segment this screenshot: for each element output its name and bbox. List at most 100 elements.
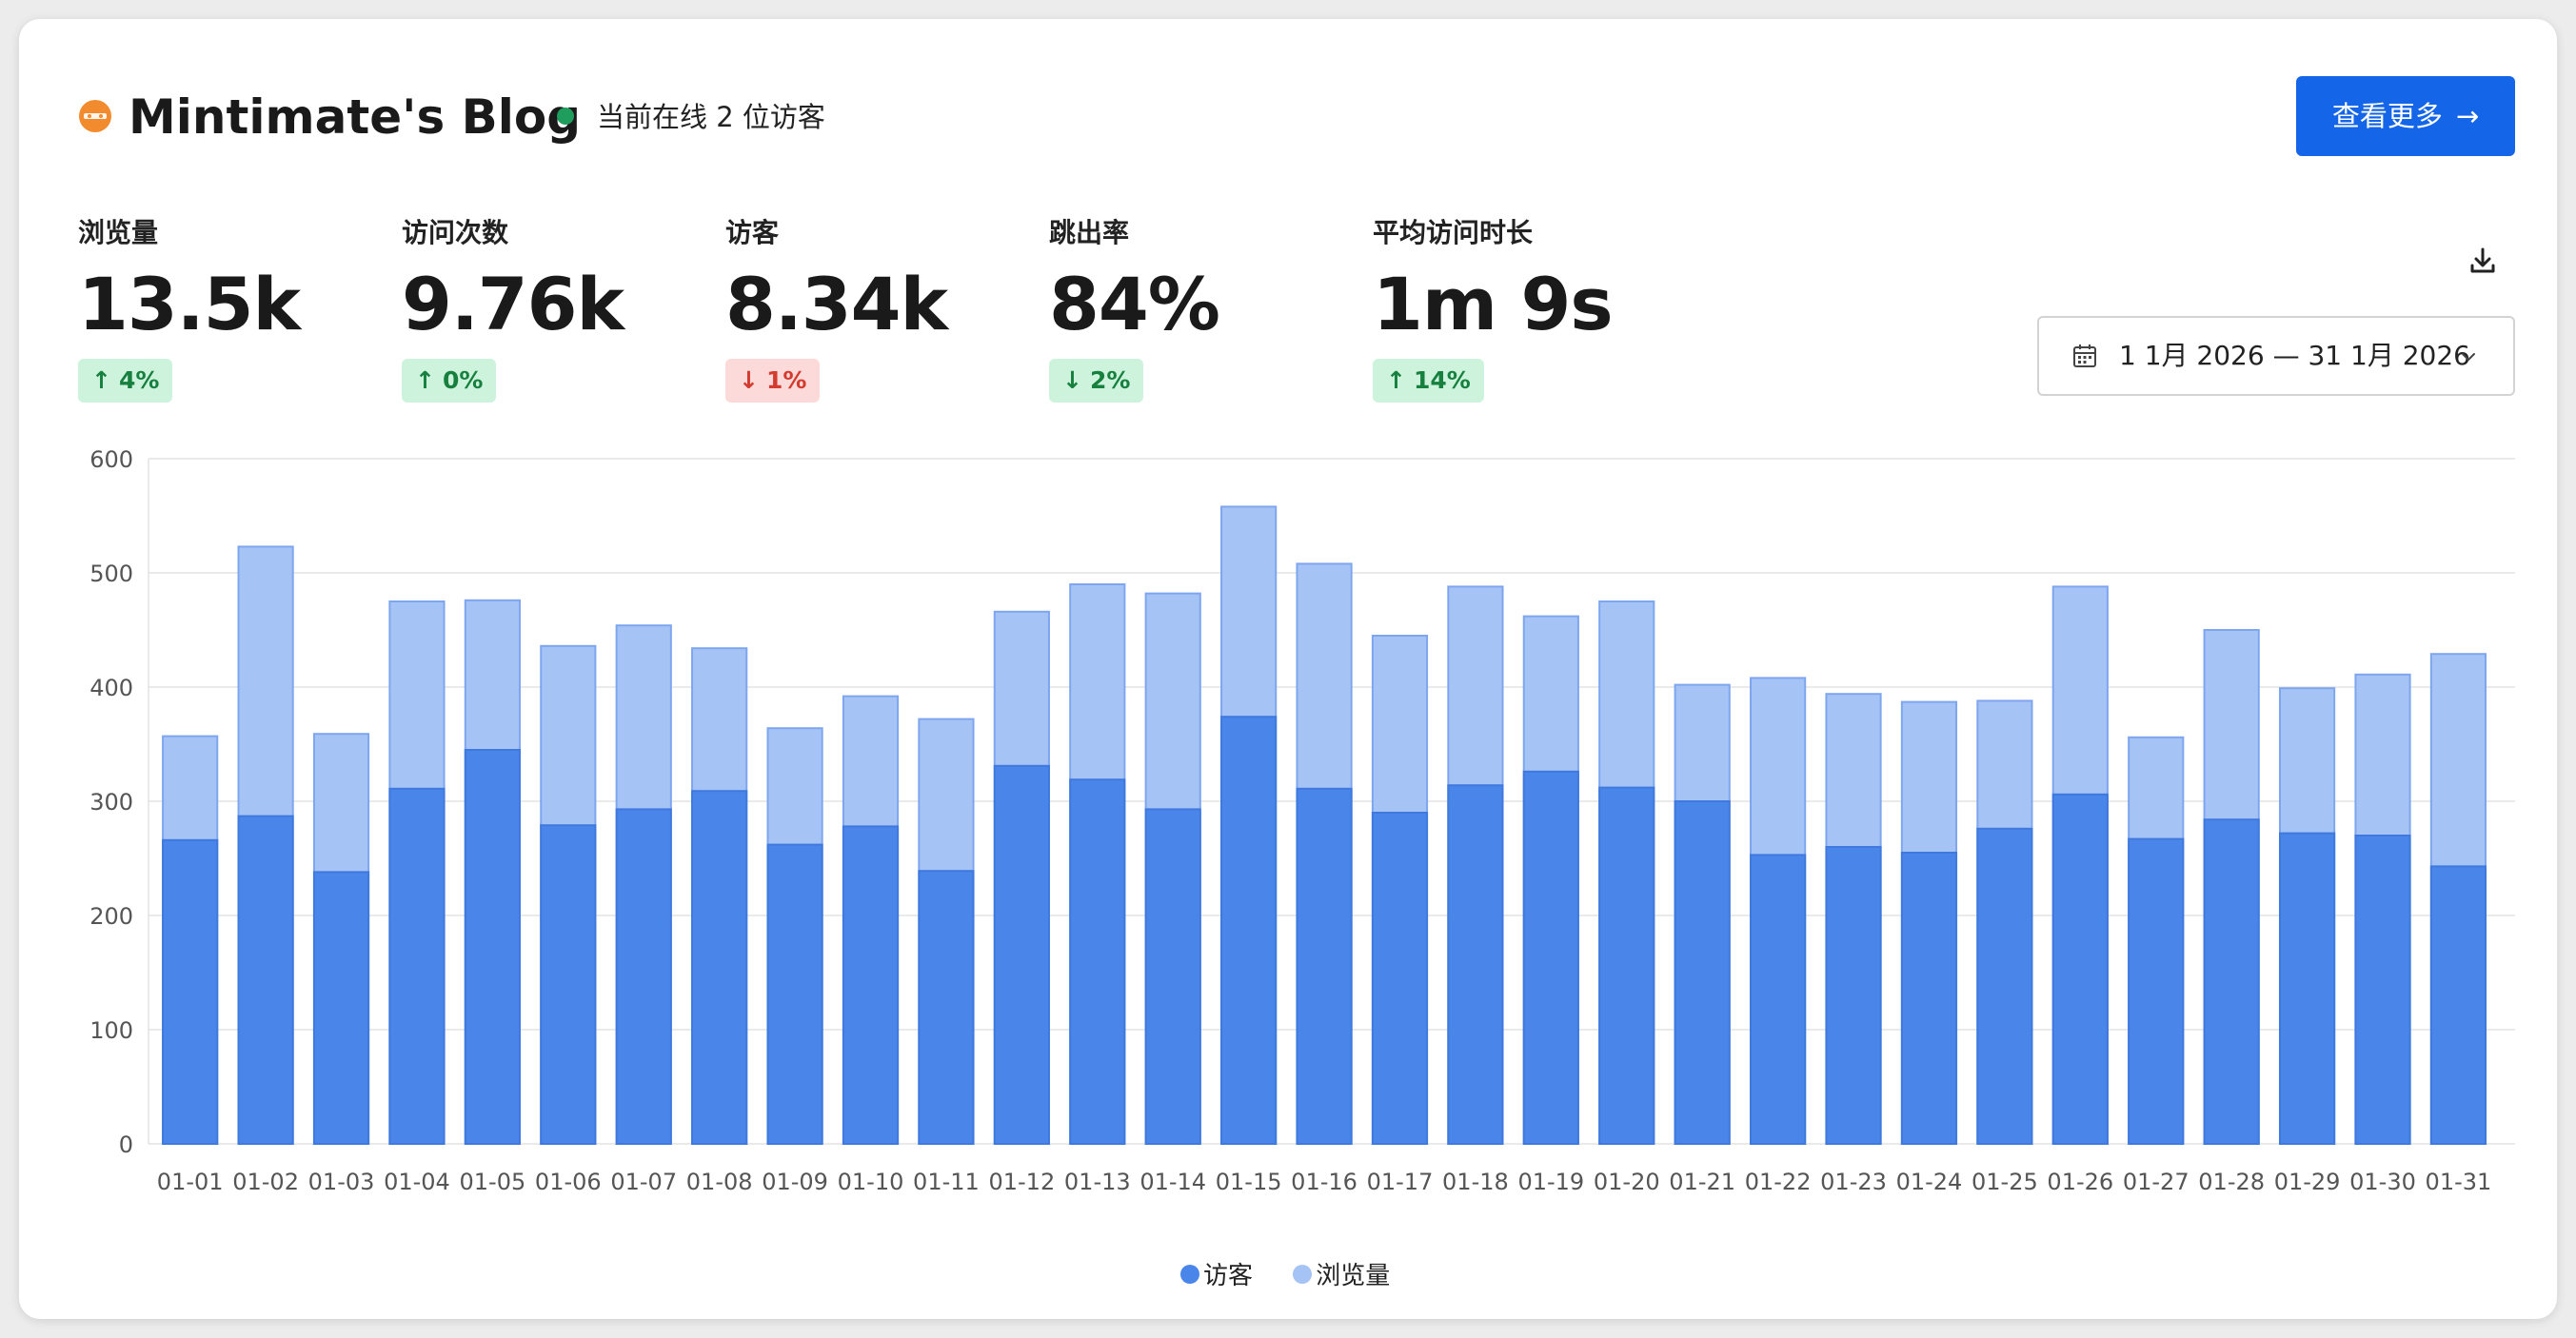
legend-item-pageviews[interactable]: 浏览量	[1293, 1259, 1390, 1293]
bar-visitors[interactable]	[691, 790, 748, 1145]
metric-value: 1m 9s	[1373, 262, 1614, 346]
bar-visitors[interactable]	[1825, 846, 1882, 1145]
x-tick-label: 01-05	[460, 1169, 526, 1195]
x-tick-label: 01-07	[610, 1169, 677, 1195]
metric-change-value: 4%	[118, 366, 160, 394]
chart-legend: 访客 浏览量	[1180, 1258, 1390, 1293]
metric-change-value: 0%	[442, 366, 484, 394]
bar-visitors[interactable]	[237, 815, 294, 1145]
bar-visitors[interactable]	[1447, 784, 1504, 1145]
metric-label: 跳出率	[1049, 217, 1130, 248]
metric-change-badge: ↑ 4%	[78, 359, 173, 403]
x-tick-label: 01-30	[2349, 1169, 2416, 1195]
x-tick-label: 01-17	[1367, 1169, 1434, 1195]
bar-visitors[interactable]	[1220, 716, 1278, 1145]
bar-visitors[interactable]	[1069, 778, 1126, 1145]
bar-visitors[interactable]	[842, 825, 900, 1146]
metric-change-badge: ↓ 1%	[725, 359, 821, 403]
x-tick-label: 01-13	[1064, 1169, 1131, 1195]
metric-pageviews[interactable]: 浏览量 13.5k ↑ 4%	[78, 214, 301, 403]
bar-visitors[interactable]	[918, 870, 975, 1145]
bar-visitors[interactable]	[464, 749, 521, 1145]
bar-visitors[interactable]	[388, 787, 446, 1145]
metric-change-value: 1%	[765, 366, 807, 394]
y-tick-label: 600	[89, 446, 133, 473]
y-tick-label: 300	[89, 789, 133, 816]
download-icon[interactable]	[2464, 242, 2502, 280]
bar-visitors[interactable]	[1296, 787, 1353, 1145]
metric-value: 8.34k	[725, 262, 948, 346]
metric-bounce-rate[interactable]: 跳出率 84% ↓ 2%	[1049, 214, 1220, 403]
metric-visits[interactable]: 访问次数 9.76k ↑ 0%	[402, 214, 624, 403]
x-tick-label: 01-01	[157, 1169, 224, 1195]
legend-swatch-visitors	[1180, 1265, 1199, 1284]
bar-visitors[interactable]	[1371, 812, 1429, 1145]
x-tick-label: 01-04	[384, 1169, 450, 1195]
chevron-down-icon	[2462, 353, 2475, 361]
metric-label: 浏览量	[78, 217, 159, 248]
metric-change-badge: ↑ 14%	[1373, 359, 1484, 403]
metric-change-value: 2%	[1089, 366, 1131, 394]
x-tick-label: 01-03	[308, 1169, 375, 1195]
arrow-up-icon: ↑	[415, 366, 435, 394]
metric-label: 访问次数	[402, 217, 509, 248]
x-tick-label: 01-02	[232, 1169, 299, 1195]
metric-value: 13.5k	[78, 262, 301, 346]
online-status-dot	[557, 108, 574, 125]
blog-logo-icon	[79, 100, 111, 132]
metric-label: 平均访问时长	[1373, 217, 1534, 248]
x-tick-label: 01-20	[1594, 1169, 1660, 1195]
bar-visitors[interactable]	[1144, 808, 1201, 1146]
x-tick-label: 01-15	[1216, 1169, 1282, 1195]
bar-visitors[interactable]	[1598, 786, 1655, 1145]
bar-visitors[interactable]	[993, 764, 1050, 1145]
online-visitors-status: 当前在线 2 位访客	[557, 97, 825, 137]
bar-visitors[interactable]	[2203, 818, 2260, 1145]
x-tick-label: 01-31	[2426, 1169, 2492, 1195]
metric-value: 9.76k	[402, 262, 624, 346]
view-more-button[interactable]: 查看更多 →	[2296, 76, 2515, 156]
bar-visitors[interactable]	[540, 824, 597, 1145]
bar-visitors[interactable]	[162, 838, 219, 1145]
y-tick-label: 500	[89, 561, 133, 587]
bar-visitors[interactable]	[1522, 770, 1579, 1145]
bar-visitors[interactable]	[1900, 852, 1958, 1145]
metric-change-badge: ↑ 0%	[402, 359, 497, 403]
metric-change-badge: ↓ 2%	[1049, 359, 1144, 403]
x-tick-label: 01-26	[2047, 1169, 2113, 1195]
date-range-text: 1 1月 2026 — 31 1月 2026	[2119, 340, 2470, 371]
y-tick-label: 400	[89, 675, 133, 701]
bar-visitors[interactable]	[1750, 854, 1807, 1146]
bar-visitors[interactable]	[2278, 832, 2336, 1145]
bar-visitors[interactable]	[2051, 793, 2109, 1145]
arrow-up-icon: ↑	[91, 366, 111, 394]
header: Mintimate's Blog 当前在线 2 位访客 查看更多 →	[19, 19, 2557, 209]
bar-visitors[interactable]	[766, 843, 823, 1145]
bar-visitors[interactable]	[2354, 835, 2411, 1145]
x-tick-label: 01-25	[1972, 1169, 2038, 1195]
date-range-picker[interactable]: 1 1月 2026 — 31 1月 2026	[2037, 316, 2515, 396]
x-tick-label: 01-14	[1139, 1169, 1206, 1195]
bar-visitors[interactable]	[1976, 827, 2033, 1145]
x-tick-label: 01-10	[838, 1169, 904, 1195]
y-tick-label: 0	[119, 1131, 133, 1158]
bar-visitors[interactable]	[615, 808, 672, 1146]
daily-traffic-bar-chart: 0 100 200 300 400 500 600 01-01 01-02 01-03 01-04 0…	[89, 446, 2515, 1195]
x-tick-label: 01-27	[2123, 1169, 2190, 1195]
bar-visitors[interactable]	[2128, 837, 2185, 1145]
legend-item-visitors[interactable]: 访客	[1180, 1259, 1253, 1293]
bar-visitors[interactable]	[2429, 865, 2487, 1146]
calendar-icon	[2073, 344, 2096, 367]
x-tick-label: 01-12	[988, 1169, 1055, 1195]
bar-visitors[interactable]	[1674, 800, 1731, 1145]
metric-visitors[interactable]: 访客 8.34k ↓ 1%	[725, 214, 948, 403]
legend-label-visitors: 访客	[1203, 1261, 1254, 1290]
bar-visitors[interactable]	[312, 871, 370, 1146]
arrow-down-icon: ↓	[1062, 366, 1082, 394]
legend-swatch-pageviews	[1293, 1265, 1313, 1284]
legend-label-pageviews: 浏览量	[1316, 1261, 1391, 1290]
y-tick-label: 200	[89, 903, 133, 930]
x-tick-label: 01-23	[1820, 1169, 1887, 1195]
metric-avg-duration[interactable]: 平均访问时长 1m 9s ↑ 14%	[1373, 214, 1614, 403]
arrow-up-icon: ↑	[1386, 366, 1406, 394]
